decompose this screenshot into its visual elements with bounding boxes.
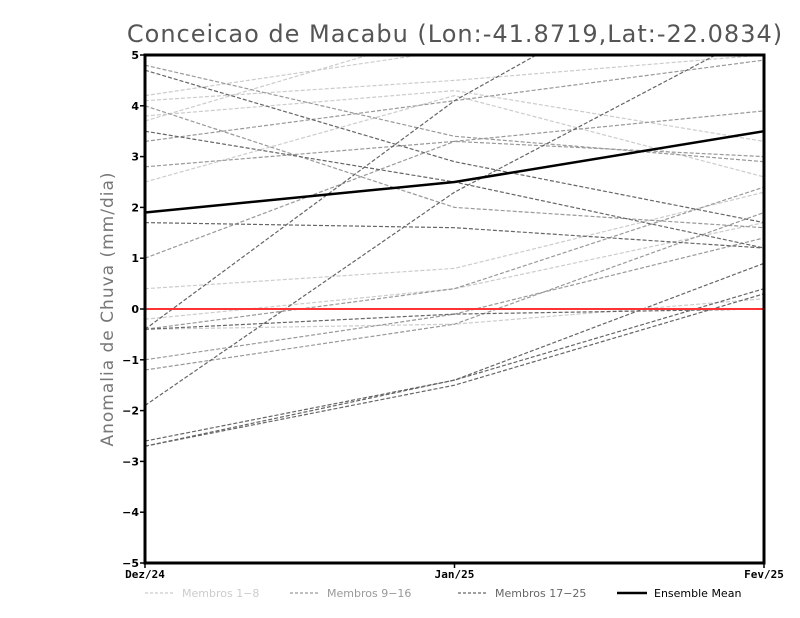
series-line-member [145, 89, 764, 142]
legend-label: Membros 9−16 [327, 587, 411, 600]
axis-ticks: −5 −4 −3 −2 −1 0 1 2 3 4 5 [122, 49, 145, 570]
y-tick-label: −5 [122, 557, 139, 570]
y-tick-label: 5 [131, 49, 139, 62]
y-tick-label: 1 [131, 252, 139, 265]
series-line-member [145, 105, 764, 229]
y-tick-label: −4 [122, 506, 139, 519]
y-tick-label: −3 [122, 455, 139, 468]
series-line-member [145, 288, 764, 447]
series-line-member [145, 140, 764, 168]
y-tick-label: 2 [131, 201, 139, 214]
chart-title: Conceicao de Macabu (Lon:-41.8719,Lat:-2… [127, 20, 783, 48]
series-line-member [145, 94, 764, 183]
legend: Membros 1−8 Membros 9−16 Membros 17−25 Ense… [145, 587, 741, 600]
series-line-member [145, 222, 764, 249]
series-line-member [145, 186, 764, 330]
series-line-ensemble-mean [145, 129, 764, 214]
y-tick-label: 3 [131, 151, 139, 164]
series-line-member [145, 55, 764, 102]
legend-label: Ensemble Mean [654, 587, 741, 600]
x-tick-label: Fev/25 [744, 568, 784, 581]
y-tick-label: −2 [122, 405, 139, 418]
legend-label: Membros 1−8 [182, 587, 259, 600]
series-line-member [145, 55, 425, 97]
series-line-member [145, 191, 764, 290]
series-line-member [145, 308, 764, 330]
series-line-member [145, 262, 764, 442]
legend-label: Membros 17−25 [495, 587, 586, 600]
x-tick-label: Jan/25 [435, 568, 475, 581]
x-tick-label: Dez/24 [125, 568, 165, 581]
y-tick-label: 4 [131, 100, 139, 113]
x-axis-ticks: Dez/24 Jan/25 Fev/25 [125, 563, 784, 581]
series-group [145, 55, 764, 447]
y-tick-label: −1 [122, 354, 139, 367]
y-tick-label: 0 [131, 303, 139, 316]
y-axis-label: Anomalia de Chuva (mm/dia) [98, 171, 118, 446]
series-line-member [145, 293, 764, 447]
ensemble-mean-group [145, 129, 764, 214]
series-line-member [145, 55, 717, 406]
series-line-member [145, 211, 764, 371]
series-line-member [145, 55, 538, 330]
series-line-member [145, 110, 764, 259]
series-line-member [145, 64, 764, 163]
